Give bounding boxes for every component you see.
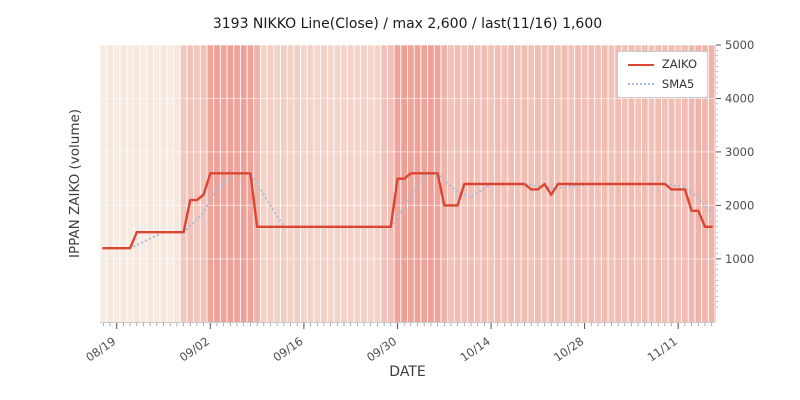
day-band	[180, 45, 187, 322]
day-band	[361, 45, 367, 322]
day-band	[173, 45, 180, 322]
day-band	[668, 45, 675, 322]
x-tick-label: 08/19	[83, 334, 118, 364]
day-band	[702, 45, 708, 322]
day-band	[200, 45, 207, 322]
legend-box: ZAIKO SMA5	[616, 51, 708, 98]
x-tick-label: 10/14	[458, 334, 493, 364]
day-band	[421, 45, 428, 322]
day-band	[214, 45, 220, 322]
day-band	[307, 45, 314, 322]
y-tick-label: 4000	[725, 92, 754, 106]
y-axis-label: IPPAN ZAIKO (volume)	[67, 108, 83, 259]
day-band	[695, 45, 702, 322]
day-band	[127, 45, 133, 322]
day-band	[367, 45, 374, 322]
day-band	[294, 45, 301, 322]
day-band	[274, 45, 281, 322]
day-band	[280, 45, 287, 322]
y-tick-label: 3000	[725, 145, 754, 159]
zaiko-line	[102, 172, 713, 250]
y-tick-label: 2000	[725, 198, 754, 212]
legend-label-zaiko: ZAIKO	[661, 57, 697, 71]
day-band	[287, 45, 294, 322]
day-band	[374, 45, 381, 322]
day-band	[247, 45, 254, 322]
day-band	[434, 45, 441, 322]
day-band	[140, 45, 147, 322]
day-band	[113, 45, 120, 322]
day-band	[354, 45, 361, 322]
day-band	[682, 45, 688, 322]
day-band	[167, 45, 174, 322]
day-band	[381, 45, 387, 322]
legend-label-sma5: SMA5	[661, 76, 695, 91]
day-band	[153, 45, 160, 322]
day-band	[234, 45, 240, 322]
day-band	[327, 45, 334, 322]
day-band	[414, 45, 421, 322]
day-band	[227, 45, 234, 322]
day-band	[387, 45, 394, 322]
x-axis-label: DATE	[389, 364, 426, 380]
y-tick-label: 1000	[725, 252, 754, 266]
day-band	[454, 45, 461, 322]
day-band	[347, 45, 354, 322]
legend-entry-sma5: SMA5	[627, 76, 697, 91]
day-band	[107, 45, 113, 322]
day-band	[267, 45, 274, 322]
day-band	[321, 45, 327, 322]
day-band	[441, 45, 448, 322]
x-tick-group: 08/19 09/02 09/16 09/30 10/14 10/28 11/11	[83, 323, 713, 364]
day-band	[534, 45, 541, 322]
day-band	[240, 45, 247, 322]
day-band	[160, 45, 167, 322]
zaiko-line-sample-icon	[627, 63, 654, 66]
x-tick-label: 09/30	[364, 334, 399, 364]
day-band	[675, 45, 682, 322]
day-band	[341, 45, 347, 322]
day-band	[448, 45, 454, 322]
day-band	[688, 45, 695, 322]
day-band	[220, 45, 227, 322]
x-tick-label: 09/02	[177, 334, 212, 364]
day-band	[133, 45, 140, 322]
x-tick-label: 09/16	[270, 334, 305, 364]
y-tick-group: 1000 2000 3000 4000 5000	[716, 38, 754, 308]
day-band	[194, 45, 200, 322]
legend-entry-zaiko: ZAIKO	[627, 57, 697, 71]
day-band	[260, 45, 267, 322]
day-band	[548, 45, 555, 322]
day-band	[147, 45, 154, 322]
day-band	[528, 45, 535, 322]
day-band	[300, 45, 307, 322]
x-tick-label: 11/11	[645, 334, 680, 364]
x-tick-label: 10/28	[551, 334, 586, 364]
day-band	[207, 45, 214, 322]
sma5-line-sample-icon	[627, 83, 654, 86]
day-band	[100, 45, 107, 322]
day-band	[120, 45, 127, 322]
day-band	[407, 45, 414, 322]
day-band	[334, 45, 341, 322]
day-band	[401, 45, 408, 322]
chart-title: 3193 NIKKO Line(Close) / max 2,600 / las…	[212, 16, 603, 32]
day-band	[428, 45, 434, 322]
gridline-group	[100, 44, 715, 260]
day-band	[187, 45, 194, 322]
y-tick-label: 5000	[725, 38, 754, 52]
day-band	[314, 45, 321, 322]
day-band	[708, 45, 715, 322]
